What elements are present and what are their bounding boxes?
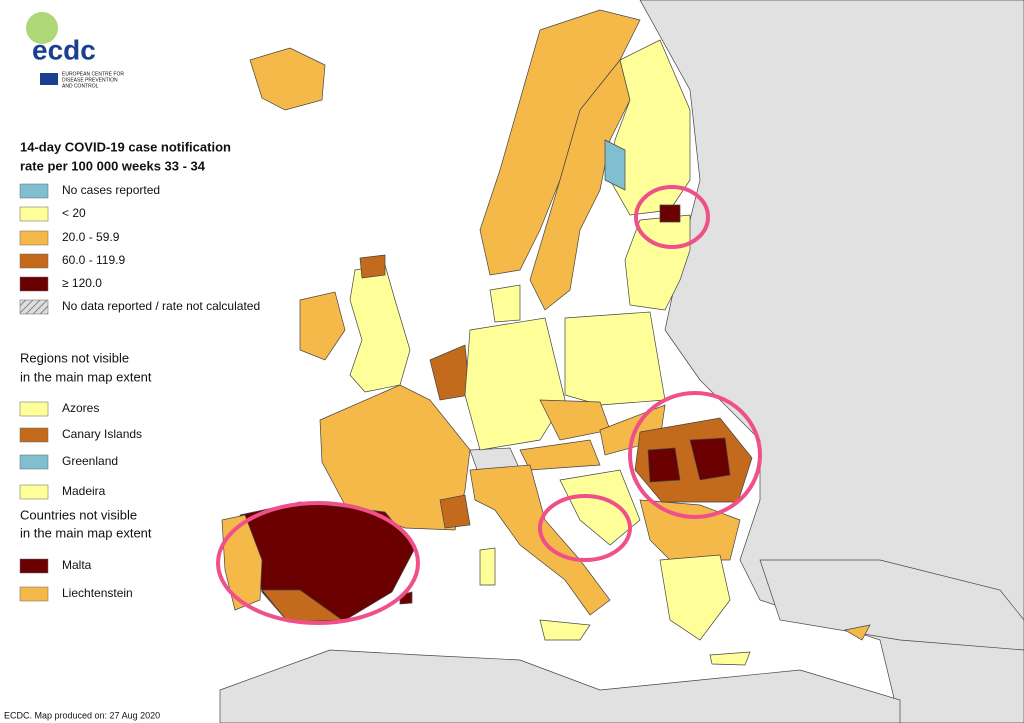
crete xyxy=(709,651,751,666)
norway xyxy=(479,9,641,276)
legend-label: 20.0 - 59.9 xyxy=(62,230,120,244)
legend-label: Azores xyxy=(62,401,99,415)
highlight-circles xyxy=(216,185,762,625)
logo-subtitle: DISEASE PREVENTION xyxy=(62,77,118,83)
croatia xyxy=(559,469,641,546)
legend-label: Greenland xyxy=(62,454,118,468)
legend-title: 14-day COVID-19 case notification xyxy=(20,139,231,154)
france-south-east xyxy=(439,494,471,529)
iceland xyxy=(249,47,326,111)
circle-romania xyxy=(628,391,762,519)
poland xyxy=(564,311,666,406)
eu-flag xyxy=(40,73,58,85)
logo: ecdc EUROPEAN CENTRE FOR DISEASE PREVENT… xyxy=(26,12,124,89)
uk xyxy=(349,264,411,393)
legend-label: < 20 xyxy=(62,206,86,220)
circle-estonia xyxy=(634,185,710,249)
legend-label: Liechtenstein xyxy=(62,586,133,600)
legend-swatch xyxy=(19,230,49,246)
legend-swatch xyxy=(19,427,49,443)
finland-no-cases xyxy=(604,139,626,191)
legend-title: rate per 100 000 weeks 33 - 34 xyxy=(20,158,206,173)
ireland xyxy=(299,291,346,361)
legend-label: Canary Islands xyxy=(62,427,142,441)
legend-swatch xyxy=(19,401,49,417)
legend-label: ≥ 120.0 xyxy=(62,276,102,290)
legend-swatch xyxy=(19,276,49,292)
regions-title: in the main map extent xyxy=(20,369,152,384)
circle-croatia xyxy=(538,494,632,562)
cyprus xyxy=(844,624,871,641)
austria xyxy=(519,439,601,471)
legend-label: No cases reported xyxy=(62,183,160,197)
logo-subtitle: AND CONTROL xyxy=(62,83,99,89)
romania-high-2 xyxy=(689,437,731,481)
estonia-high xyxy=(659,204,681,223)
legend-label: Madeira xyxy=(62,484,106,498)
logo-subtitle: EUROPEAN CENTRE FOR xyxy=(62,71,124,77)
italy xyxy=(469,464,611,616)
countries-title: Countries not visible xyxy=(20,507,137,522)
logo-name: ecdc xyxy=(32,34,96,65)
legend-swatch xyxy=(19,183,49,199)
baltics xyxy=(624,214,691,311)
legend-swatch xyxy=(19,586,49,602)
footer: ECDC. Map produced on: 27 Aug 2020 xyxy=(4,710,160,720)
greece xyxy=(659,554,731,641)
turkey xyxy=(759,559,1024,651)
legend-swatch xyxy=(19,253,49,269)
germany xyxy=(464,317,566,451)
finland xyxy=(609,39,691,216)
portugal xyxy=(221,514,263,611)
non-eu-land xyxy=(639,0,1024,723)
sardinia xyxy=(479,547,496,586)
map xyxy=(219,0,1024,723)
scotland-region xyxy=(359,254,386,279)
legend-label: 60.0 - 119.9 xyxy=(62,253,125,267)
legend-swatch xyxy=(19,299,49,315)
romania-high-1 xyxy=(647,447,681,483)
logo-mark xyxy=(26,12,58,44)
legend-swatch xyxy=(19,484,49,500)
countries-title: in the main map extent xyxy=(20,525,152,540)
legend-swatch xyxy=(19,558,49,574)
denmark xyxy=(489,284,521,323)
legend-label: No data reported / rate not calculated xyxy=(62,299,260,313)
legend-label: Malta xyxy=(62,558,92,572)
legend-swatch xyxy=(19,454,49,470)
africa xyxy=(219,649,901,723)
circle-spain xyxy=(216,501,420,625)
legend-swatch xyxy=(19,206,49,222)
sicily xyxy=(539,619,591,641)
regions-title: Regions not visible xyxy=(20,350,129,365)
